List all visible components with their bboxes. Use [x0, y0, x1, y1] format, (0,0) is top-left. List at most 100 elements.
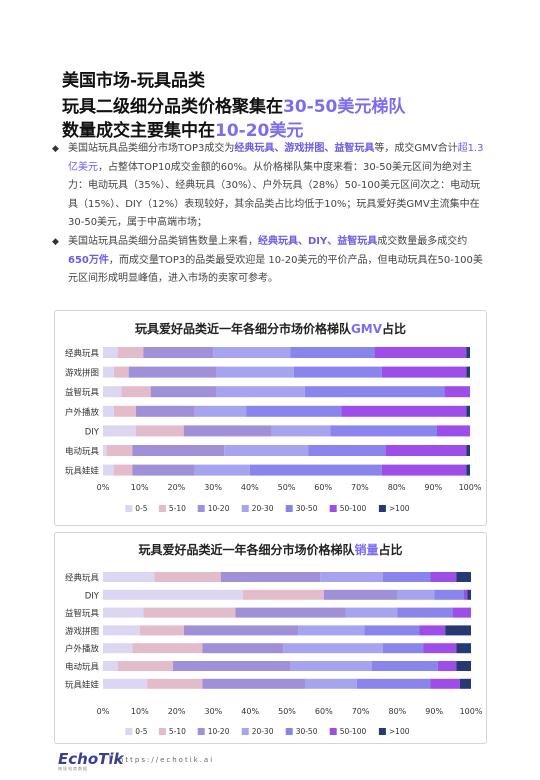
bar-segment — [220, 572, 321, 582]
bar-segment — [114, 405, 137, 417]
chart-title-text: 占比 — [378, 543, 403, 557]
bar-segment — [330, 425, 437, 437]
legend-swatch — [378, 505, 386, 512]
bar-segment — [466, 347, 470, 358]
headline-line-2-highlight: 10-20美元 — [215, 121, 304, 141]
legend-swatch — [285, 505, 293, 512]
bar-segment — [445, 625, 471, 636]
category-label: 经典玩具 — [65, 348, 100, 359]
x-tick-label: 70% — [352, 707, 370, 716]
bar-segment — [103, 386, 122, 398]
bar-segment — [103, 405, 115, 417]
legend-swatch — [197, 505, 205, 512]
category-label: 玩具娃娃 — [65, 679, 100, 690]
legend-swatch — [158, 505, 166, 512]
legend-label: 0-5 — [135, 727, 147, 736]
bullet-text: ，而成交量TOP3的品类最受欢迎是 10-20美元的平价产品，但电动玩具在50-… — [68, 254, 483, 285]
chart-title-text: 玩具爱好品类近一年各细分市场价格梯队 — [134, 322, 351, 336]
bar-segment — [463, 589, 468, 600]
x-tick-label: 90% — [424, 483, 442, 492]
x-tick-label: 60% — [315, 707, 333, 716]
bar-segment — [356, 678, 431, 689]
bar-segment — [202, 643, 284, 654]
bar-segment — [452, 607, 471, 618]
diamond-bullet-icon: ◆ — [52, 236, 59, 247]
bar-segment — [374, 347, 467, 358]
bar-segment — [121, 386, 151, 398]
bar-segment — [143, 347, 214, 358]
bar-segment — [128, 366, 217, 378]
bar-segment — [132, 643, 203, 654]
bar-segment — [430, 572, 457, 582]
headline-line-1-highlight: 30-50美元梯队 — [283, 97, 406, 117]
bar-segment — [436, 425, 470, 437]
bar-segment — [103, 625, 140, 636]
bar-segment — [103, 589, 243, 600]
bar-segment — [103, 678, 148, 689]
bar-segment — [283, 643, 383, 654]
x-tick-label: 60% — [314, 483, 332, 492]
legend-swatch — [285, 728, 293, 735]
chart-title-volume: 玩具爱好品类近一年各细分市场价格梯队销量占比 — [55, 541, 486, 558]
legend-label: 50-100 — [340, 727, 367, 736]
bar-segment — [293, 366, 382, 378]
category-label: 游戏拼图 — [65, 368, 99, 379]
bar-segment — [132, 464, 195, 476]
bullet-number-highlight: 650万件 — [68, 254, 109, 266]
bullet-list: ◆ 美国站玩具品类细分市场TOP3成交为经典玩具、游戏拼图、益智玩具等，成交GM… — [52, 140, 488, 289]
bar-segment — [419, 625, 446, 636]
bar-segment — [456, 661, 471, 671]
legend-swatch — [241, 728, 249, 735]
bar-segment — [466, 366, 470, 378]
bar-segment — [382, 572, 431, 582]
bar-segment — [136, 425, 184, 437]
category-label: 益智玩具 — [65, 387, 100, 398]
x-tick-label: 50% — [278, 483, 296, 492]
legend-label: 10-20 — [208, 504, 230, 513]
bar-segment — [364, 625, 420, 636]
bar-segment — [290, 347, 375, 358]
bullet-highlight: 经典玩具、游戏拼图、益智玩具 — [234, 143, 375, 154]
x-tick-label: 20% — [168, 483, 186, 492]
legend-swatch — [329, 728, 337, 735]
bullet-text: ，占整体TOP10成交金额的60%。从价格梯队集中度来看：30-50美元区间为绝… — [68, 161, 481, 229]
legend-label: 30-50 — [296, 504, 318, 513]
bar-segment — [103, 572, 155, 582]
bullet-text: 美国站玩具品类细分品类销售数量上来看， — [68, 235, 258, 247]
headline-line-1-text: 玩具二级细分品类价格聚集在 — [62, 97, 283, 117]
bar-segment — [139, 625, 184, 636]
legend-label: 5-10 — [169, 727, 186, 736]
echotik-logo-subtitle: 跨境电商数据 — [58, 766, 88, 771]
bar-segment — [114, 464, 133, 476]
category-label: 户外播放 — [65, 644, 100, 655]
bar-segment — [298, 625, 365, 636]
bar-segment — [103, 661, 118, 671]
x-tick-label: 90% — [425, 707, 443, 716]
bar-segment — [150, 386, 217, 398]
footer-url: https://echotik.ai — [119, 756, 215, 764]
bar-segment — [271, 425, 331, 437]
bar-segment — [381, 366, 467, 378]
headline-line-2: 数量成交主要集中在10-20美元 — [62, 116, 303, 141]
chart-title-highlight: GMV — [350, 322, 383, 336]
bar-segment — [143, 607, 236, 618]
legend-swatch — [125, 728, 133, 735]
bar-segment — [323, 589, 398, 600]
legend-label: 20-30 — [252, 504, 274, 513]
bar-segment — [183, 625, 299, 636]
bullet-number-highlight: 超1.3亿美元 — [68, 143, 484, 173]
bar-segment — [194, 464, 250, 476]
bullet-item-gmv: ◆ 美国站玩具品类细分市场TOP3成交为经典玩具、游戏拼图、益智玩具等，成交GM… — [52, 140, 488, 233]
echotik-logo: EchoTik — [58, 750, 124, 768]
bar-segment — [385, 445, 467, 456]
legend-swatch — [329, 505, 337, 512]
x-tick-label: 40% — [241, 707, 259, 716]
bar-segment — [466, 445, 470, 456]
bar-segment — [147, 678, 203, 689]
bar-segment — [242, 589, 324, 600]
bar-segment — [434, 589, 464, 600]
bar-segment — [456, 572, 471, 582]
bar-segment — [467, 589, 471, 600]
x-tick-label: 0% — [97, 483, 110, 492]
